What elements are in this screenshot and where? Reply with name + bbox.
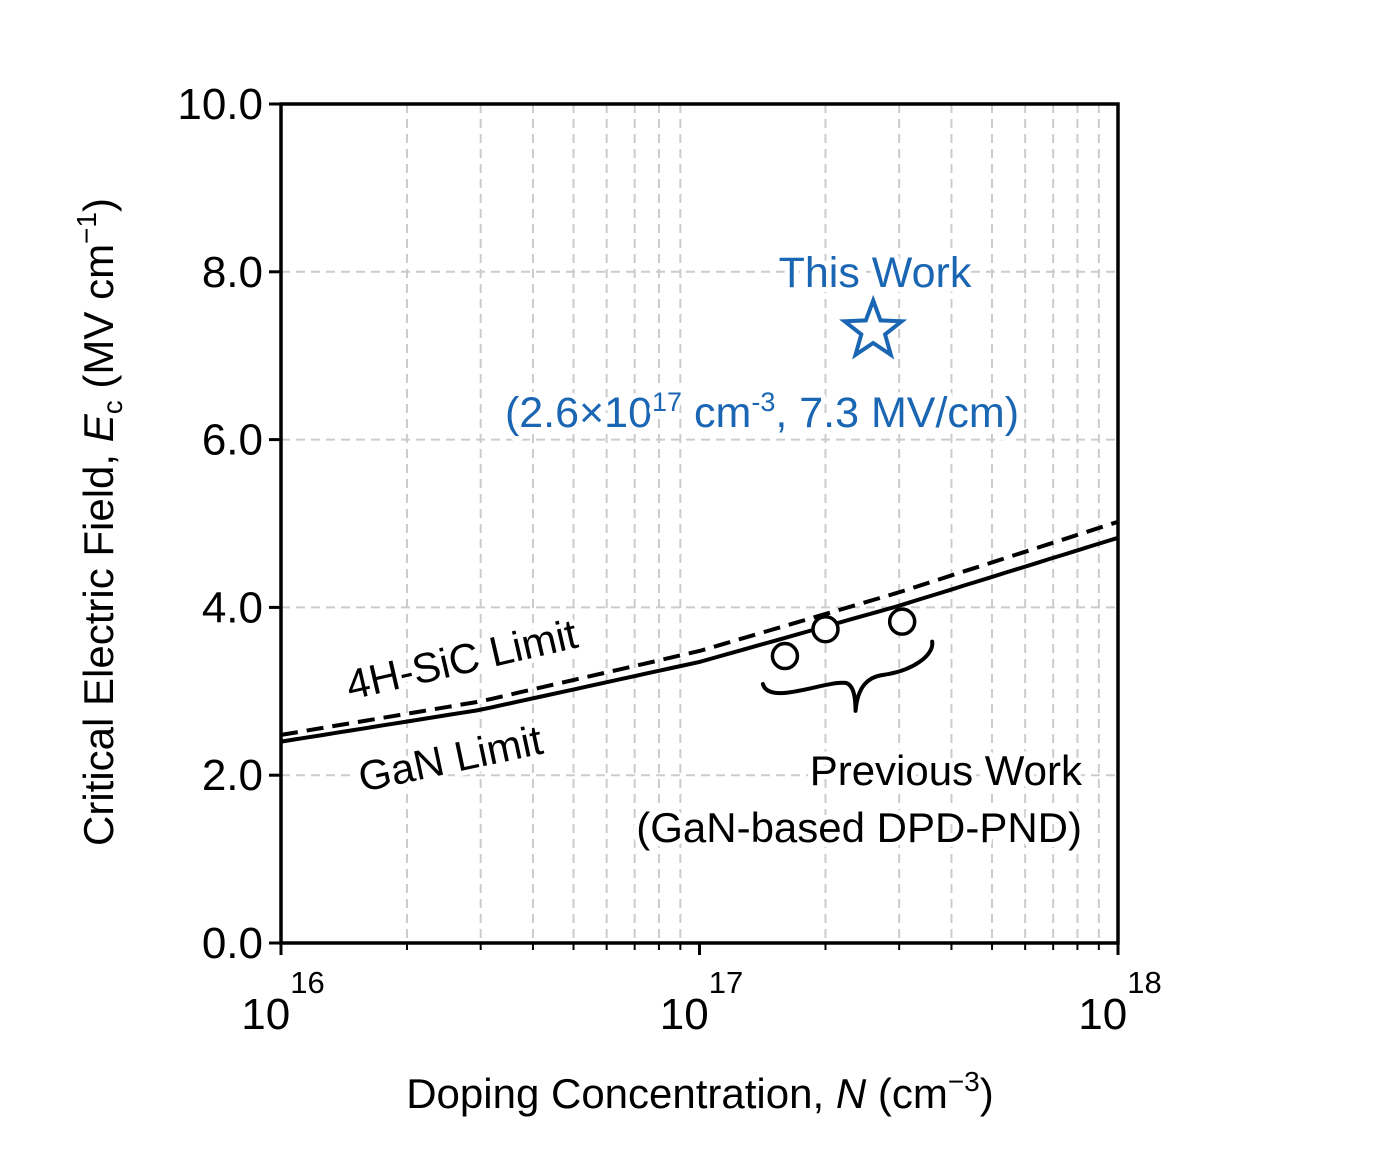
axis-ticks: 0.0 2.0 4.0 6.0 8.0 10.0 1016 1017 1018: [177, 80, 1161, 1039]
x-tick-label: 1017: [660, 965, 743, 1039]
x-tick-label: 1016: [241, 965, 324, 1039]
y-tick-label: 2.0: [202, 751, 263, 800]
x-axis-title: Doping Concentration, N (cm−3): [406, 1066, 994, 1117]
previous-work-point: [811, 614, 840, 644]
gan-limit-label: GaN Limit: [354, 716, 547, 801]
x-tick-label: 1018: [1078, 965, 1161, 1039]
previous-work-sublabel: (GaN-based DPD-PND): [636, 804, 1082, 851]
previous-work-brace: [760, 639, 935, 713]
this-work-value-label: (2.6×1017 cm-3, 7.3 MV/cm): [505, 387, 1019, 437]
y-tick-label: 6.0: [202, 416, 263, 465]
y-tick-label: 8.0: [202, 248, 263, 297]
y-tick-label: 4.0: [202, 583, 263, 632]
curves: [280, 519, 1119, 744]
this-work-label: This Work: [779, 249, 972, 297]
previous-work-point: [887, 607, 917, 636]
gan-limit-line: [280, 535, 1119, 744]
markers: [770, 294, 917, 671]
y-axis-title: Critical Electric Field, Ec (MV cm−1): [71, 198, 128, 846]
y-tick-label: 10.0: [177, 80, 263, 129]
previous-work-point: [770, 641, 800, 671]
this-work-star: [839, 294, 908, 360]
sic-limit-line: [280, 519, 1119, 737]
y-tick-label: 0.0: [202, 919, 263, 968]
grid-lines: [281, 104, 1118, 943]
previous-work-label: Previous Work: [810, 747, 1083, 794]
